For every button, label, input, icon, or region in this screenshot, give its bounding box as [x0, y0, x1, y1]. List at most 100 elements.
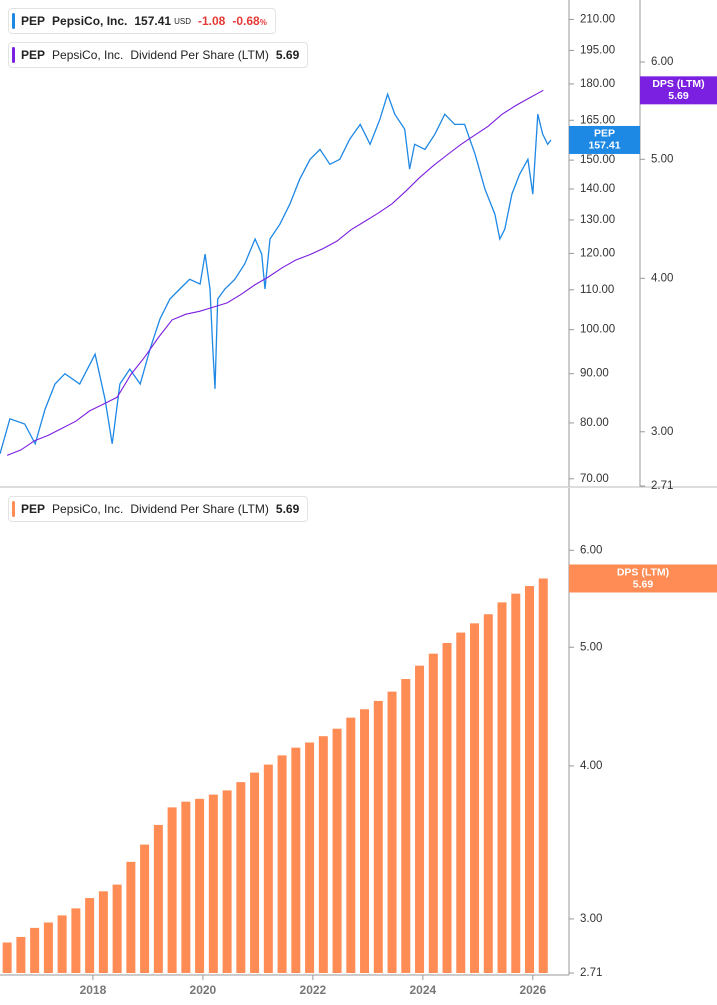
bar — [305, 742, 315, 973]
legend-series-name: Dividend Per Share (LTM) — [130, 48, 269, 62]
legend-series-name: Dividend Per Share (LTM) — [130, 502, 269, 516]
x-tick-label: 2020 — [190, 983, 217, 997]
y2-tick-label: 6.00 — [651, 56, 673, 68]
bar — [483, 614, 493, 973]
line — [6, 89, 544, 456]
bar — [57, 915, 67, 973]
bar — [401, 679, 411, 973]
x-tick-label: 2026 — [519, 983, 546, 997]
legend: PEP PepsiCo, Inc. Dividend Per Share (LT… — [8, 496, 309, 522]
y2-tick-label: 2.71 — [651, 480, 673, 492]
legend-company: PepsiCo, Inc. — [52, 14, 128, 28]
bar — [16, 936, 26, 973]
bar — [167, 807, 177, 973]
bar — [360, 709, 370, 973]
legend-ticker: PEP — [21, 502, 46, 516]
bar — [415, 665, 425, 973]
price-tag-value: 5.69 — [668, 90, 689, 102]
y2-tick-label: 3.00 — [651, 426, 673, 438]
legend-price: 157.41 — [134, 14, 172, 28]
legend-value: 5.69 — [275, 48, 300, 62]
legend-change: -1.08 — [197, 14, 226, 28]
y-tick-label: 4.00 — [580, 760, 602, 772]
bar — [153, 824, 163, 973]
bar — [71, 908, 81, 973]
price-tag — [569, 564, 717, 593]
bar — [98, 891, 108, 973]
x-tick-label: 2022 — [300, 983, 327, 997]
bar — [208, 794, 218, 973]
y-tick-label: 140.00 — [580, 183, 615, 195]
legend-company: PepsiCo, Inc. — [52, 502, 124, 516]
bar — [250, 772, 260, 973]
y-tick-label: 120.00 — [580, 247, 615, 259]
y-tick-label: 6.00 — [580, 544, 602, 556]
y-tick-label: 110.00 — [580, 284, 614, 296]
legend-change-pct: -0.68% — [232, 14, 266, 28]
legend-swatch — [12, 47, 15, 63]
legend-ticker: PEP — [21, 48, 46, 62]
y-tick-label: 150.00 — [580, 154, 615, 166]
bar — [456, 632, 466, 973]
x-tick-label: 2018 — [80, 983, 107, 997]
y-tick-label: 130.00 — [580, 214, 615, 226]
y-tick-label: 3.00 — [580, 913, 602, 925]
bar — [85, 898, 95, 973]
y-tick-label: 100.00 — [580, 324, 615, 336]
bar — [126, 861, 136, 973]
bar — [525, 586, 535, 973]
legend-change-pct-value: -0.68 — [232, 14, 260, 28]
legend: PEP PepsiCo, Inc. Dividend Per Share (LT… — [8, 42, 309, 68]
price-tag-name: PEP — [594, 128, 615, 140]
legend-swatch — [12, 13, 15, 29]
bar — [2, 942, 12, 973]
bar — [332, 728, 342, 973]
bar — [236, 782, 246, 973]
legend: PEP PepsiCo, Inc. 157.41 USD -1.08 -0.68… — [8, 8, 276, 34]
price-tag-value: 157.41 — [588, 140, 620, 152]
y-tick-label: 165.00 — [580, 114, 615, 126]
bar — [30, 927, 40, 973]
price-tag-name: DPS (LTM) — [652, 78, 704, 90]
bar — [470, 623, 480, 973]
legend-company: PepsiCo, Inc. — [52, 48, 124, 62]
price-tag — [569, 125, 640, 154]
price-tag-value: 5.69 — [633, 578, 654, 590]
bar — [112, 884, 122, 973]
bar — [318, 736, 328, 973]
bar — [442, 643, 452, 973]
y-tick-label: 210.00 — [580, 13, 615, 25]
bar — [428, 653, 438, 973]
y-tick-label: 180.00 — [580, 78, 615, 90]
bar — [43, 922, 53, 973]
bar — [140, 844, 150, 973]
bar — [538, 578, 548, 973]
bar — [181, 801, 191, 973]
y-tick-label: 80.00 — [580, 417, 609, 429]
bar — [511, 593, 521, 973]
bar — [277, 755, 287, 973]
legend-ticker: PEP — [21, 14, 46, 28]
price-tag-name: DPS (LTM) — [617, 566, 669, 578]
y-tick-label: 2.71 — [580, 967, 602, 979]
legend-value: 5.69 — [275, 502, 300, 516]
legend-currency: USD — [174, 16, 191, 26]
bar — [195, 798, 205, 973]
bar — [387, 691, 397, 973]
bar — [291, 747, 301, 973]
x-tick-label: 2024 — [409, 983, 436, 997]
bar — [346, 717, 356, 973]
y-tick-label: 195.00 — [580, 44, 615, 56]
legend-swatch — [12, 501, 15, 517]
y-tick-label: 70.00 — [580, 473, 609, 485]
bar — [222, 790, 232, 973]
legend-pct-sign: % — [259, 18, 267, 27]
y-tick-label: 5.00 — [580, 641, 602, 653]
y2-tick-label: 4.00 — [651, 272, 673, 284]
bar — [373, 700, 383, 973]
bar — [263, 764, 273, 973]
price-tag — [640, 76, 717, 105]
bar — [497, 602, 507, 973]
